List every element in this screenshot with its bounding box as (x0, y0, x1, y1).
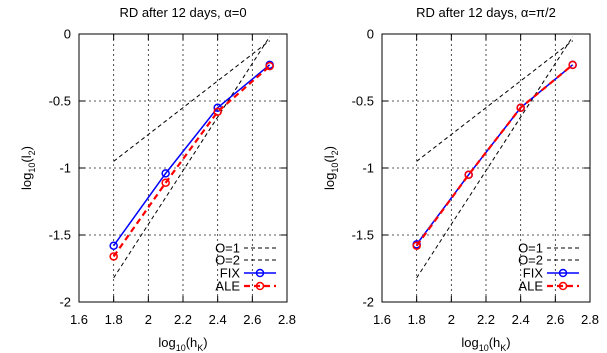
series-ale (412, 60, 577, 250)
y-tick-label: 0 (64, 27, 71, 42)
x-axis-label: log10(hK) (461, 335, 510, 353)
series-line (416, 36, 574, 279)
y-tick-label: -1 (59, 161, 71, 176)
legend-label: O=1 (518, 241, 543, 256)
series-line (113, 64, 271, 247)
y-tick-label: -1.5 (352, 228, 374, 243)
chart-title: RD after 12 days, α=π/2 (416, 5, 556, 20)
legend-label: O=1 (215, 241, 240, 256)
series-fix (412, 60, 577, 249)
x-axis-label: log10(hK) (158, 335, 207, 353)
data-point (464, 170, 473, 179)
x-tick-label: 1.8 (105, 312, 123, 327)
series-fix (109, 60, 274, 250)
y-axis-label: log10(l2) (322, 146, 340, 190)
series-o-2 (416, 36, 574, 279)
y-tick-label: -0.5 (49, 94, 71, 109)
legend-marker (255, 281, 265, 291)
y-tick-label: -1 (362, 161, 374, 176)
x-tick-label: 2.2 (174, 312, 192, 327)
x-tick-label: 2.2 (477, 312, 495, 327)
chart-1: 1.6 1.8 2 2.2 2.4 2.6 2.8 0 -0.5 -1 -1.5 -2 RD after… (19, 5, 296, 353)
x-tick-label: 2 (448, 312, 455, 327)
plot-frame (78, 33, 288, 303)
data-point (412, 241, 421, 250)
x-tick-label: 2.4 (512, 312, 530, 327)
series-line (416, 40, 573, 162)
data-point (516, 103, 525, 112)
x-tick-label: 1.6 (70, 312, 88, 327)
y-tick-label: -2 (362, 295, 374, 310)
data-point (265, 61, 274, 71)
series-line (113, 36, 271, 279)
x-tick-label: 2.8 (278, 312, 296, 327)
data-point (213, 107, 222, 116)
x-tick-label: 2.6 (546, 312, 564, 327)
series-o-1 (416, 40, 573, 162)
chart-title: RD after 12 days, α=0 (119, 5, 246, 20)
legend-label: O=2 (215, 253, 240, 268)
x-tick-label: 1.8 (408, 312, 426, 327)
x-tick-label: 1.6 (373, 312, 391, 327)
legend-label: O=2 (518, 253, 543, 268)
x-tick-label: 2.4 (209, 312, 227, 327)
legend-label: FIX (523, 266, 544, 281)
series-ale (109, 61, 274, 261)
data-point (109, 252, 118, 261)
data-point (161, 178, 170, 187)
x-tick-label: 2.6 (243, 312, 261, 327)
y-tick-label: -0.5 (352, 94, 374, 109)
series-o-2 (113, 36, 271, 279)
series-line (113, 40, 270, 162)
legend-marker (558, 281, 568, 291)
series-line (112, 65, 271, 258)
y-axis-label: log10(l2) (19, 146, 37, 190)
legend-label: FIX (220, 266, 241, 281)
data-point (568, 60, 577, 70)
legend-marker (255, 268, 265, 278)
series-line (416, 64, 574, 245)
legend-label: ALE (518, 279, 543, 294)
chart-2: 1.6 1.8 2 2.2 2.4 2.6 2.8 0 -0.5 -1 -1.5 -2 RD after… (322, 5, 599, 353)
x-tick-label: 2 (145, 312, 152, 327)
y-tick-label: -1.5 (49, 228, 71, 243)
data-point (161, 169, 170, 178)
plot-frame (381, 33, 591, 303)
series-line (415, 63, 574, 247)
x-tick-label: 2.8 (581, 312, 599, 327)
legend-marker (558, 268, 568, 278)
legend-label: ALE (215, 279, 240, 294)
data-point (109, 241, 118, 250)
y-tick-label: 0 (367, 27, 374, 42)
y-tick-label: -2 (59, 295, 71, 310)
series-o-1 (113, 40, 270, 162)
